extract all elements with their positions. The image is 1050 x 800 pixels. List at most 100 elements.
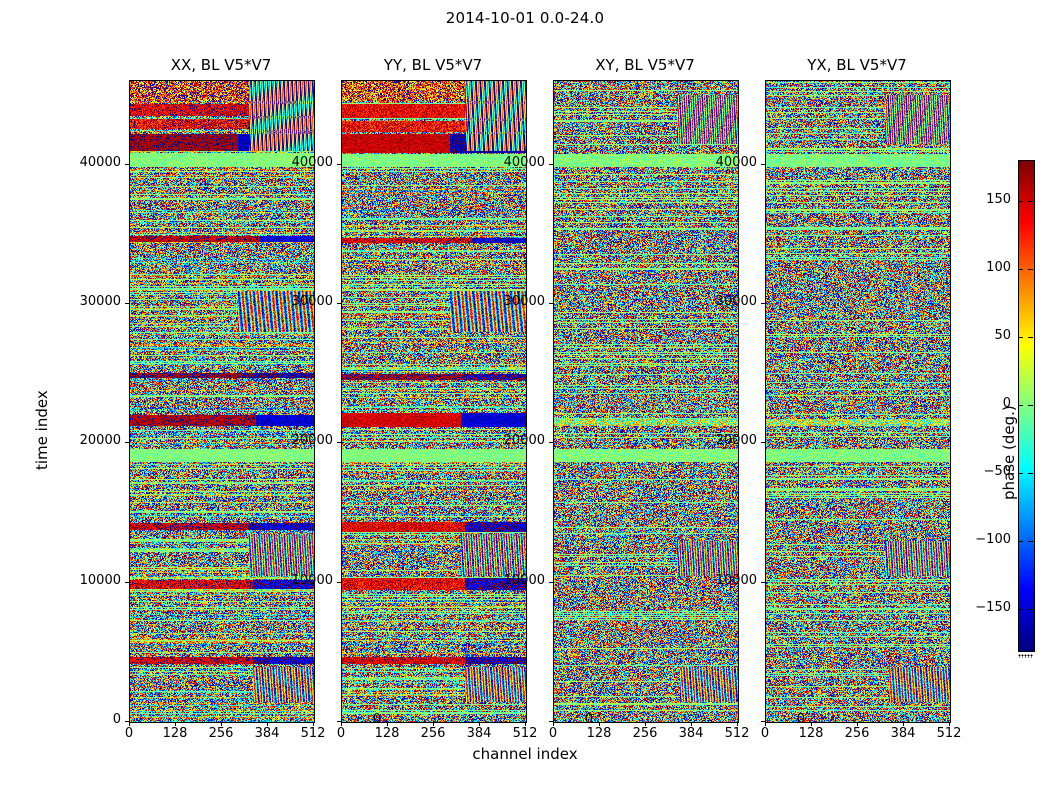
tick-mark — [1028, 473, 1033, 474]
y-tick-label: 10000 — [715, 572, 757, 588]
x-tick-label: 0 — [548, 726, 558, 741]
tick-mark — [129, 722, 130, 726]
x-tick-label: 512 — [512, 726, 538, 741]
waterfall-panel-xx — [129, 80, 315, 723]
tick-mark — [125, 582, 129, 583]
y-tick-label: 20000 — [291, 433, 333, 449]
panel-title-xy: XY, BL V5*V7 — [595, 56, 695, 74]
y-tick-label: 0 — [372, 712, 381, 727]
panel-title-yx: YX, BL V5*V7 — [807, 56, 907, 74]
tick-mark — [337, 164, 341, 165]
panel-title-yy: YY, BL V5*V7 — [383, 56, 483, 74]
tick-mark — [525, 722, 526, 726]
y-tick-label: 40000 — [715, 154, 757, 170]
x-tick-label: 256 — [208, 726, 234, 741]
x-tick-label: 256 — [632, 726, 658, 741]
tick-mark — [1028, 405, 1033, 406]
y-tick-label: 10000 — [503, 572, 545, 588]
x-tick-label: 384 — [678, 726, 704, 741]
x-tick-label: 384 — [890, 726, 916, 741]
tick-mark — [341, 722, 342, 726]
tick-mark — [1028, 609, 1033, 610]
y-tick-label: 0 — [796, 712, 805, 727]
colorbar-tick-label: 150 — [986, 191, 1011, 207]
tick-mark — [1018, 201, 1023, 202]
tick-mark — [553, 722, 554, 726]
tick-mark — [337, 582, 341, 583]
tick-mark — [549, 442, 553, 443]
tick-mark — [175, 722, 176, 726]
tick-mark — [549, 721, 553, 722]
colorbar-tick-label: −150 — [975, 600, 1011, 616]
tick-mark — [267, 722, 268, 726]
tick-mark — [337, 442, 341, 443]
tick-mark — [549, 582, 553, 583]
x-tick-label: 128 — [374, 726, 400, 741]
y-tick-label: 10000 — [291, 572, 333, 588]
x-tick-label: 512 — [936, 726, 962, 741]
tick-mark — [761, 164, 765, 165]
colorbar-tick-label: −100 — [975, 532, 1011, 548]
y-tick-label: 0 — [584, 712, 593, 727]
x-tick-label: 0 — [760, 726, 770, 741]
colorbar-tick-label: −50 — [983, 464, 1011, 480]
tick-mark — [1028, 269, 1033, 270]
tick-mark — [761, 442, 765, 443]
tick-mark — [1018, 269, 1023, 270]
y-tick-label: 20000 — [715, 433, 757, 449]
y-tick-label: 10000 — [79, 572, 121, 588]
tick-mark — [765, 722, 766, 726]
x-tick-label: 256 — [844, 726, 870, 741]
tick-mark — [1018, 541, 1023, 542]
tick-mark — [125, 303, 129, 304]
x-tick-label: 0 — [124, 726, 134, 741]
tick-mark — [645, 722, 646, 726]
waterfall-panel-xy — [553, 80, 739, 723]
y-tick-label: 20000 — [79, 433, 121, 449]
y-tick-label: 40000 — [79, 154, 121, 170]
x-tick-label: 512 — [300, 726, 326, 741]
tick-mark — [479, 722, 480, 726]
y-tick-label: 30000 — [291, 293, 333, 309]
waterfall-panel-yx — [765, 80, 951, 723]
tick-mark — [337, 721, 341, 722]
y-axis-label: time index — [33, 390, 51, 470]
tick-mark — [337, 303, 341, 304]
tick-mark — [1018, 609, 1023, 610]
tick-mark — [737, 722, 738, 726]
tick-mark — [125, 442, 129, 443]
x-tick-label: 384 — [254, 726, 280, 741]
tick-mark — [1028, 201, 1033, 202]
y-tick-label: 30000 — [503, 293, 545, 309]
x-tick-label: 256 — [420, 726, 446, 741]
x-tick-label: 128 — [162, 726, 188, 741]
y-tick-label: 30000 — [715, 293, 757, 309]
tick-mark — [433, 722, 434, 726]
x-tick-label: 384 — [466, 726, 492, 741]
tick-mark — [125, 164, 129, 165]
tick-mark — [125, 721, 129, 722]
panel-title-xx: XX, BL V5*V7 — [170, 56, 272, 74]
tick-mark — [761, 303, 765, 304]
tick-mark — [387, 722, 388, 726]
colorbar-label: phase (deg.) — [1000, 405, 1018, 500]
y-tick-label: 0 — [112, 712, 121, 727]
tick-mark — [691, 722, 692, 726]
y-tick-label: 30000 — [79, 293, 121, 309]
x-axis-label: channel index — [472, 745, 578, 763]
tick-mark — [313, 722, 314, 726]
colorbar-tick-label: 50 — [994, 327, 1011, 343]
colorbar — [1018, 160, 1035, 652]
tick-mark — [549, 164, 553, 165]
tick-mark — [549, 303, 553, 304]
tick-mark — [761, 721, 765, 722]
colorbar-underflow-dots — [1018, 654, 1033, 658]
tick-mark — [1018, 337, 1023, 338]
y-tick-label: 40000 — [291, 154, 333, 170]
tick-mark — [1028, 337, 1033, 338]
figure-suptitle: 2014-10-01 0.0-24.0 — [445, 9, 605, 27]
tick-mark — [221, 722, 222, 726]
x-tick-label: 128 — [798, 726, 824, 741]
y-tick-label: 40000 — [503, 154, 545, 170]
